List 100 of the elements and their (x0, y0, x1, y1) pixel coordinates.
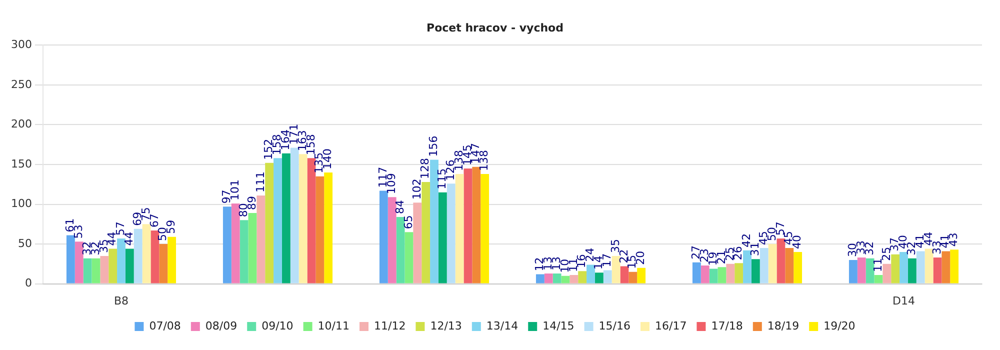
chart-title: Pocet hracov - vychod (426, 21, 564, 34)
x-tick-label: B8 (114, 294, 129, 308)
data-label: 31 (748, 242, 762, 256)
bar (248, 213, 257, 284)
bar (933, 258, 942, 284)
bar (570, 275, 578, 284)
y-tick-label: 150 (10, 157, 32, 170)
data-label: 111 (254, 172, 267, 193)
bar (422, 182, 430, 284)
bar (794, 252, 802, 284)
bar (66, 235, 75, 284)
bar (760, 248, 768, 284)
legend-label: 09/10 (262, 319, 294, 332)
legend-label: 15/16 (598, 319, 631, 332)
bar (637, 268, 646, 284)
bar (290, 148, 299, 284)
bar (100, 256, 109, 284)
y-tick-label: 100 (10, 197, 32, 210)
bar (464, 168, 472, 284)
bar (692, 262, 701, 284)
bar (480, 174, 490, 284)
bar (83, 258, 92, 284)
bar (438, 192, 447, 284)
bar (240, 220, 248, 284)
legend-label: 10/11 (318, 319, 350, 332)
bar (256, 196, 266, 284)
legend-label: 17/18 (711, 319, 743, 332)
bar (857, 258, 866, 284)
bar (785, 248, 794, 284)
bar (274, 158, 282, 284)
data-label: 65 (402, 215, 415, 230)
legend-label: 13/14 (486, 319, 518, 332)
bar (92, 258, 100, 284)
bar (413, 202, 422, 284)
y-tick-label: 0 (24, 276, 32, 290)
legend-label: 14/15 (542, 319, 574, 332)
bar (404, 232, 414, 284)
bar (396, 216, 405, 284)
bar (134, 228, 142, 284)
bar (594, 272, 604, 284)
legend-label: 16/17 (655, 319, 687, 332)
bar (455, 174, 464, 284)
bar (942, 251, 950, 284)
bar (74, 242, 84, 284)
bar (603, 270, 612, 284)
bar (430, 160, 438, 284)
bar (159, 244, 168, 284)
bar (620, 266, 629, 284)
bar (231, 203, 240, 284)
bar (536, 274, 544, 284)
bar (874, 275, 883, 284)
bar (282, 153, 290, 284)
legend-label: 18/19 (767, 319, 800, 332)
bar (561, 276, 570, 284)
bar (168, 236, 176, 284)
legend-label: 12/13 (430, 319, 462, 332)
bar (586, 264, 595, 284)
bar (628, 272, 638, 284)
bar (388, 197, 396, 284)
bar (700, 266, 710, 284)
legend-label: 07/08 (149, 319, 181, 332)
bar (950, 250, 959, 284)
bar (307, 158, 316, 284)
bar (612, 256, 620, 284)
y-tick-label: 300 (10, 38, 32, 52)
bar (117, 238, 126, 284)
bar (108, 248, 118, 284)
bar (709, 268, 718, 284)
bar (900, 252, 908, 284)
data-label: 67 (148, 214, 161, 228)
bar (265, 162, 274, 284)
y-tick-label: 200 (10, 118, 32, 131)
bar (379, 190, 388, 284)
data-label: 11 (871, 258, 884, 272)
bar (751, 259, 760, 284)
legend-label: 11/12 (374, 319, 406, 332)
x-tick-label: D14 (892, 294, 915, 308)
bar (882, 264, 892, 284)
bar (726, 264, 735, 284)
bar (916, 251, 925, 284)
bar (848, 260, 858, 284)
bar (734, 263, 744, 284)
bar (222, 206, 232, 284)
bar (298, 154, 308, 284)
bar (776, 238, 786, 284)
y-tick-label: 50 (18, 236, 32, 250)
data-label: 84 (393, 200, 406, 214)
bar (866, 258, 874, 284)
bar (908, 258, 916, 284)
bar (768, 244, 777, 284)
bar (924, 248, 934, 284)
data-label: 156 (427, 136, 440, 157)
bar (446, 184, 456, 284)
bar (316, 176, 324, 284)
legend-label: 19/20 (824, 319, 856, 332)
bar (718, 267, 726, 284)
bar (142, 224, 151, 284)
bar (891, 254, 900, 284)
bar (544, 273, 553, 284)
legend-label: 08/09 (205, 319, 238, 332)
